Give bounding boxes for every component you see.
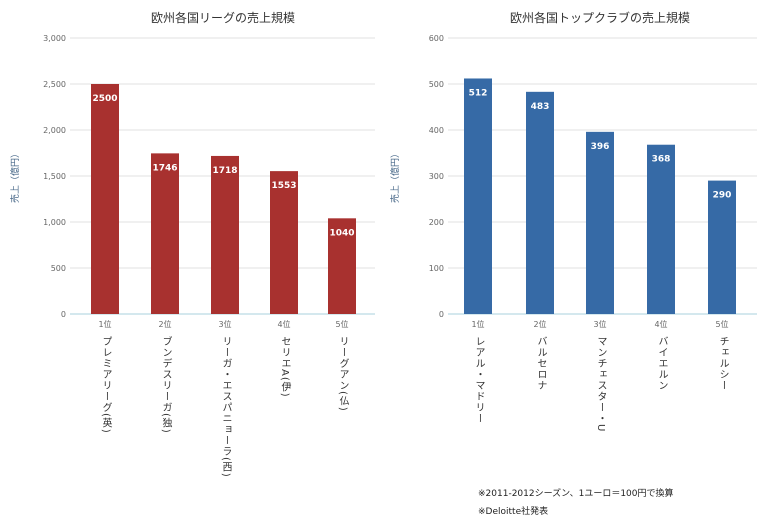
y-axis-label: 売上（億円） bbox=[9, 149, 21, 203]
y-tick-label: 500 bbox=[429, 80, 444, 89]
chart-title: 欧州各国トップクラブの売上規模 bbox=[510, 10, 690, 25]
y-tick-label: 400 bbox=[429, 126, 444, 135]
bar bbox=[328, 218, 356, 314]
x-category-label: プレミアリーグ(英) bbox=[100, 336, 111, 434]
bar bbox=[586, 131, 614, 314]
chart-title: 欧州各国リーグの売上規模 bbox=[151, 10, 295, 25]
x-rank-label: 1位 bbox=[98, 319, 111, 329]
bar bbox=[708, 180, 736, 314]
x-rank-label: 1位 bbox=[471, 319, 484, 329]
x-category-label: リーガ・エスパニョーラ(西) bbox=[220, 336, 231, 478]
bar bbox=[211, 155, 239, 314]
x-rank-label: 3位 bbox=[593, 319, 606, 329]
y-tick-label: 1,000 bbox=[43, 218, 66, 227]
bar-value-label: 1746 bbox=[152, 163, 177, 173]
bar bbox=[526, 91, 554, 314]
bar-value-label: 1040 bbox=[329, 228, 354, 238]
x-category-label: セリエA(伊) bbox=[279, 336, 290, 398]
bar-value-label: 1718 bbox=[212, 166, 237, 176]
bar bbox=[464, 78, 492, 314]
x-category-label: マンチェスター・U bbox=[595, 336, 606, 433]
x-category-label: チェルシー bbox=[717, 336, 728, 391]
bar-value-label: 368 bbox=[652, 155, 671, 165]
x-category-label: リーグアン(仏) bbox=[337, 336, 348, 412]
note-season: ※2011-2012シーズン、1ユーロ＝100円で換算 bbox=[478, 489, 674, 499]
y-tick-label: 0 bbox=[439, 310, 444, 319]
y-tick-label: 0 bbox=[61, 310, 66, 319]
y-tick-label: 100 bbox=[429, 264, 444, 273]
bar-value-label: 396 bbox=[591, 142, 610, 152]
bar-value-label: 483 bbox=[531, 102, 550, 112]
bar-value-label: 512 bbox=[469, 88, 488, 98]
y-axis-label: 売上（億円） bbox=[389, 149, 401, 203]
x-rank-label: 2位 bbox=[533, 319, 546, 329]
y-tick-label: 300 bbox=[429, 172, 444, 181]
bar-value-label: 290 bbox=[713, 191, 732, 201]
y-tick-label: 2,000 bbox=[43, 126, 66, 135]
x-category-label: レアル・マドリー bbox=[473, 336, 484, 424]
x-rank-label: 2位 bbox=[158, 319, 171, 329]
x-category-label: バイエルン bbox=[656, 336, 667, 391]
x-rank-label: 4位 bbox=[654, 319, 667, 329]
bar bbox=[91, 84, 119, 314]
y-tick-label: 600 bbox=[429, 34, 444, 43]
y-tick-label: 200 bbox=[429, 218, 444, 227]
x-rank-label: 5位 bbox=[715, 319, 728, 329]
y-tick-label: 500 bbox=[51, 264, 66, 273]
bar-value-label: 2500 bbox=[92, 94, 117, 104]
bar-value-label: 1553 bbox=[271, 181, 296, 191]
x-rank-label: 5位 bbox=[335, 319, 348, 329]
note-source: ※Deloitte社発表 bbox=[478, 507, 549, 517]
bar bbox=[270, 171, 298, 314]
y-tick-label: 2,500 bbox=[43, 80, 66, 89]
x-category-label: バルセロナ bbox=[535, 336, 546, 391]
y-tick-label: 3,000 bbox=[43, 34, 66, 43]
bar bbox=[647, 144, 675, 314]
bar bbox=[151, 153, 179, 314]
x-category-label: ブンデスリーガ(独) bbox=[160, 336, 171, 434]
y-tick-label: 1,500 bbox=[43, 172, 66, 181]
x-rank-label: 3位 bbox=[218, 319, 231, 329]
x-rank-label: 4位 bbox=[277, 319, 290, 329]
